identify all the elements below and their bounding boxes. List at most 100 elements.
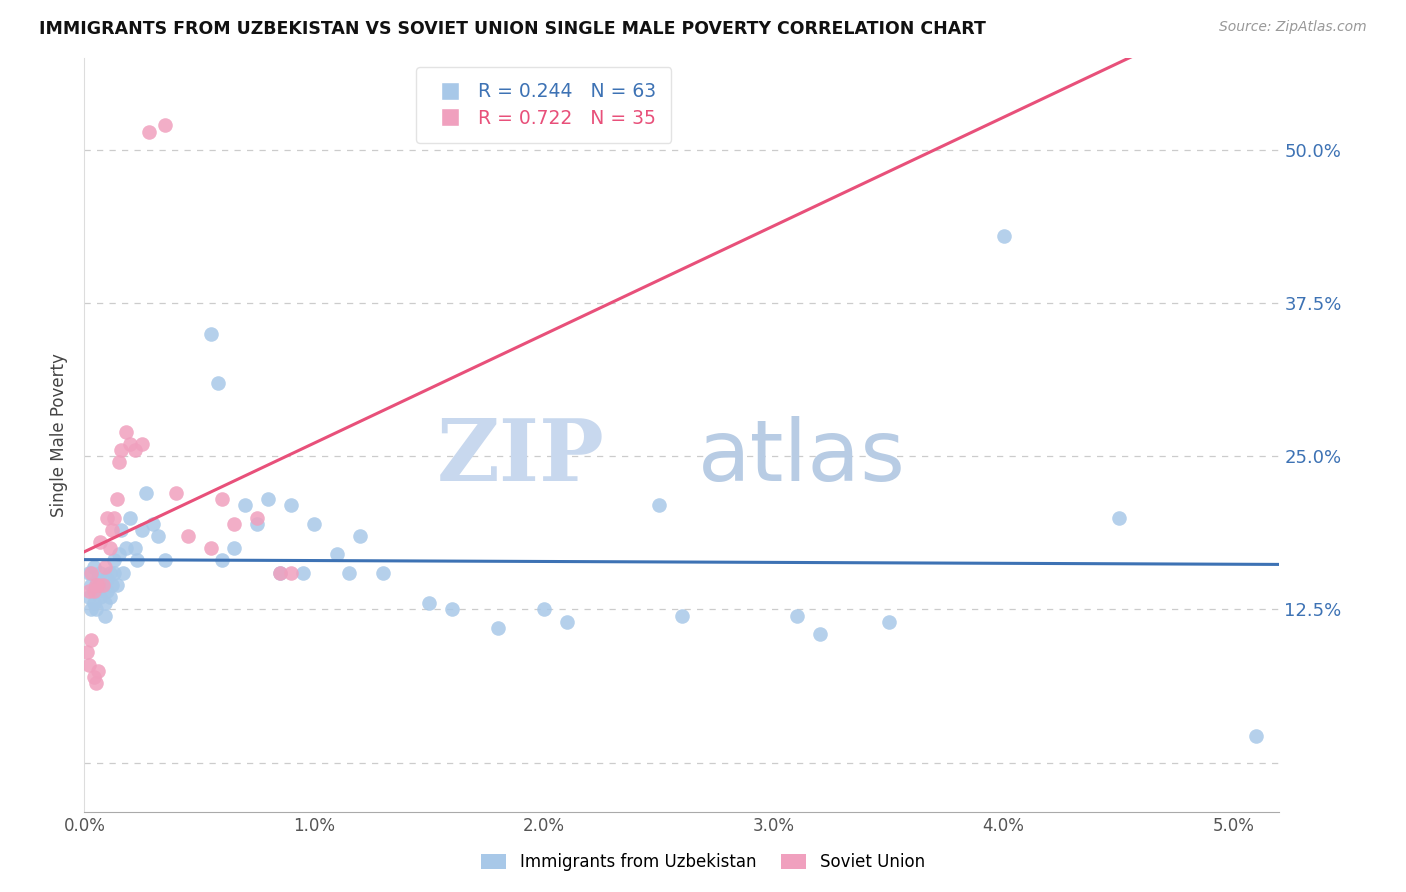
Point xyxy=(786,608,808,623)
Point xyxy=(94,596,117,610)
Point xyxy=(486,621,509,635)
Point xyxy=(103,510,125,524)
Point xyxy=(337,566,360,580)
Point xyxy=(211,492,233,507)
Point xyxy=(83,670,105,684)
Point xyxy=(280,499,302,513)
Point xyxy=(87,578,110,592)
Point xyxy=(114,425,136,439)
Point xyxy=(112,566,135,580)
Point xyxy=(77,591,100,605)
Point xyxy=(246,516,269,531)
Point xyxy=(1108,510,1130,524)
Point xyxy=(153,553,176,567)
Point xyxy=(80,578,103,592)
Point xyxy=(211,553,233,567)
Point xyxy=(120,510,142,524)
Point xyxy=(246,510,269,524)
Point xyxy=(555,615,578,629)
Text: IMMIGRANTS FROM UZBEKISTAN VS SOVIET UNION SINGLE MALE POVERTY CORRELATION CHART: IMMIGRANTS FROM UZBEKISTAN VS SOVIET UNI… xyxy=(39,20,986,37)
Point xyxy=(671,608,693,623)
Point xyxy=(124,541,146,556)
Point xyxy=(87,572,110,586)
Point xyxy=(87,584,110,599)
Point xyxy=(207,376,229,390)
Point xyxy=(877,615,900,629)
Point xyxy=(89,591,111,605)
Point xyxy=(533,602,555,616)
Point xyxy=(96,584,118,599)
Point xyxy=(84,578,107,592)
Point xyxy=(291,566,314,580)
Point xyxy=(91,578,114,592)
Point xyxy=(131,437,153,451)
Point xyxy=(993,228,1015,243)
Point xyxy=(153,119,176,133)
Point xyxy=(80,602,103,616)
Point xyxy=(103,566,125,580)
Point xyxy=(326,547,349,561)
Point xyxy=(101,523,124,537)
Point xyxy=(441,602,464,616)
Point xyxy=(103,553,125,567)
Point xyxy=(120,437,142,451)
Point xyxy=(98,541,121,556)
Point xyxy=(808,627,831,641)
Point xyxy=(96,510,118,524)
Point xyxy=(98,566,121,580)
Text: ZIP: ZIP xyxy=(436,416,605,500)
Point xyxy=(142,516,165,531)
Point xyxy=(96,572,118,586)
Point xyxy=(269,566,291,580)
Point xyxy=(87,664,110,678)
Point xyxy=(280,566,302,580)
Point xyxy=(91,578,114,592)
Point xyxy=(84,578,107,592)
Point xyxy=(269,566,291,580)
Point xyxy=(648,499,671,513)
Point xyxy=(135,486,157,500)
Point xyxy=(108,455,131,469)
Point xyxy=(84,676,107,690)
Legend: R = 0.244   N = 63, R = 0.722   N = 35: R = 0.244 N = 63, R = 0.722 N = 35 xyxy=(416,68,672,143)
Point xyxy=(83,584,105,599)
Point xyxy=(84,602,107,616)
Point xyxy=(349,529,371,543)
Point xyxy=(89,566,111,580)
Point xyxy=(94,559,117,574)
Point xyxy=(200,541,222,556)
Point xyxy=(77,566,100,580)
Point xyxy=(94,608,117,623)
Point xyxy=(222,516,245,531)
Point xyxy=(222,541,245,556)
Point xyxy=(1246,729,1268,743)
Point xyxy=(233,499,256,513)
Point xyxy=(177,529,200,543)
Point xyxy=(101,578,124,592)
Point xyxy=(80,566,103,580)
Point xyxy=(146,529,169,543)
Point xyxy=(131,523,153,537)
Text: atlas: atlas xyxy=(697,416,905,499)
Point xyxy=(418,596,440,610)
Point xyxy=(165,486,187,500)
Point xyxy=(114,541,136,556)
Point xyxy=(124,443,146,458)
Point xyxy=(127,553,149,567)
Point xyxy=(83,559,105,574)
Point xyxy=(76,645,98,659)
Y-axis label: Single Male Poverty: Single Male Poverty xyxy=(49,353,67,516)
Point xyxy=(138,124,160,138)
Point xyxy=(83,596,105,610)
Point xyxy=(108,547,131,561)
Text: Source: ZipAtlas.com: Source: ZipAtlas.com xyxy=(1219,20,1367,34)
Point xyxy=(200,326,222,341)
Point xyxy=(77,584,100,599)
Point xyxy=(98,591,121,605)
Legend: Immigrants from Uzbekistan, Soviet Union: Immigrants from Uzbekistan, Soviet Union xyxy=(472,845,934,880)
Point xyxy=(80,633,103,648)
Point xyxy=(257,492,280,507)
Point xyxy=(371,566,394,580)
Point xyxy=(110,443,132,458)
Point xyxy=(77,657,100,672)
